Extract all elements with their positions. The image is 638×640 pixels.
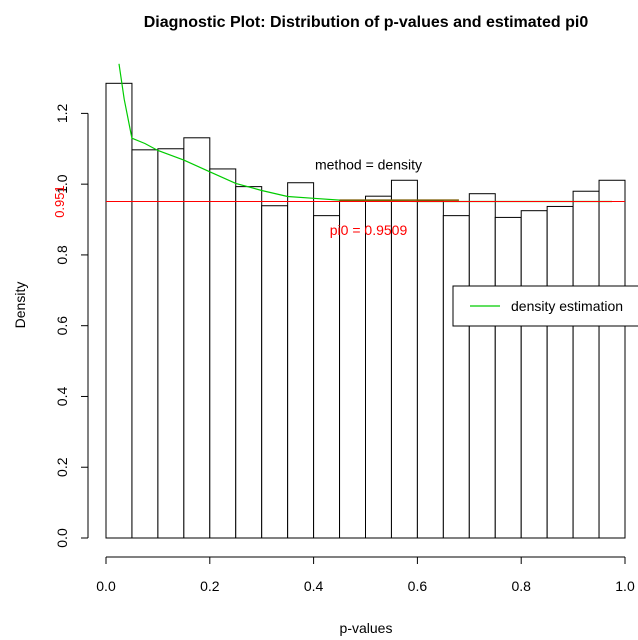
y-tick-label: 0.6 xyxy=(54,316,70,336)
histogram-bar xyxy=(390,179,418,539)
histogram-bar xyxy=(416,200,444,539)
chart-title: Diagnostic Plot: Distribution of p-value… xyxy=(144,14,589,31)
histogram-bar xyxy=(209,168,237,539)
pi0-tick-label: 0.951 xyxy=(52,185,67,218)
bars-group xyxy=(105,82,626,539)
y-tick-label: 0.4 xyxy=(54,387,70,407)
y-tick-label: 0.2 xyxy=(54,457,70,477)
x-tick-label: 0.0 xyxy=(96,578,116,594)
histogram-bar xyxy=(520,210,548,539)
reference-lines-group xyxy=(106,199,625,203)
y-tick-label: 1.2 xyxy=(54,103,70,123)
method-annotation: method = density xyxy=(315,157,422,173)
legend-label-density: density estimation xyxy=(511,298,623,314)
y-axis: 0.0 0.2 0.4 0.6 0.8 1.0 1.2 xyxy=(54,103,89,548)
histogram-bar xyxy=(183,137,211,539)
x-tick-label: 1.0 xyxy=(615,578,635,594)
histogram-bar xyxy=(442,215,470,539)
histogram-bar xyxy=(131,149,159,539)
x-axis: 0.0 0.2 0.4 0.6 0.8 1.0 xyxy=(96,556,635,594)
y-tick-label: 0.8 xyxy=(54,245,70,265)
histogram-bar xyxy=(235,186,263,539)
histogram-bar xyxy=(313,215,341,539)
histogram-bar xyxy=(365,195,392,539)
histogram-bar xyxy=(261,205,289,539)
histogram-bar xyxy=(157,148,185,539)
histogram-bar xyxy=(105,82,133,539)
pi0-annotation: pi0 = 0.9509 xyxy=(330,222,408,238)
x-tick-label: 0.2 xyxy=(200,578,220,594)
y-tick-label: 0.0 xyxy=(54,528,70,548)
legend: density estimation xyxy=(452,285,638,327)
histogram-bar xyxy=(287,182,315,539)
y-axis-label: Density xyxy=(12,282,28,329)
histogram-bar xyxy=(598,179,626,539)
histogram-bar xyxy=(468,193,496,539)
histogram-bar xyxy=(572,190,600,539)
histogram-bar xyxy=(339,200,366,539)
histogram-bar xyxy=(546,205,574,539)
x-tick-label: 0.6 xyxy=(408,578,428,594)
y-tick-label: 1.0 xyxy=(54,174,70,194)
histogram-bar xyxy=(494,216,522,539)
x-axis-label: p-values xyxy=(340,620,393,636)
x-tick-label: 0.4 xyxy=(304,578,324,594)
x-tick-label: 0.8 xyxy=(511,578,531,594)
